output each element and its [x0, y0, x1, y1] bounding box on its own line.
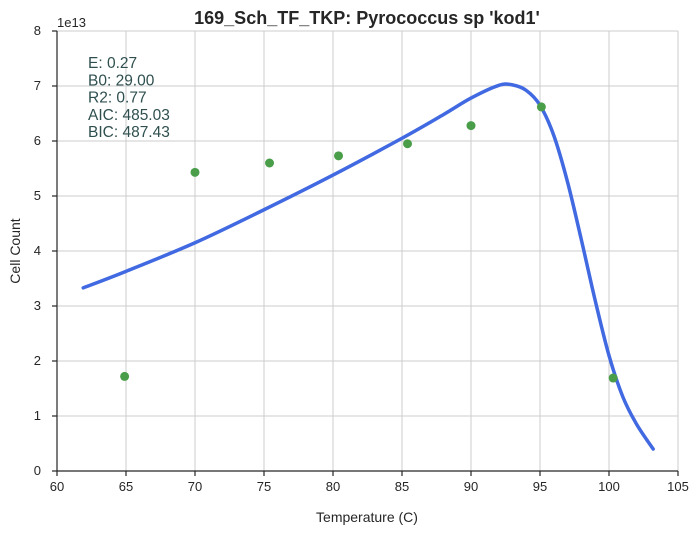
y-tick-label: 8	[34, 23, 41, 38]
annotation-line: E: 0.27	[88, 55, 137, 72]
x-tick-label: 85	[395, 479, 409, 494]
data-point	[536, 102, 546, 112]
y-tick-label: 3	[34, 298, 41, 313]
x-tick-label: 100	[598, 479, 620, 494]
data-points	[120, 102, 618, 383]
x-tick-label: 95	[533, 479, 547, 494]
annotation-line: R2: 0.77	[88, 90, 147, 107]
y-tick-label: 1	[34, 408, 41, 423]
x-axis-label: Temperature (C)	[316, 509, 418, 525]
x-tick-labels: 60 65 70 75 80 85 90 95 100 105	[50, 479, 689, 494]
y-tick-label: 7	[34, 78, 41, 93]
data-point	[190, 167, 200, 177]
y-tick-label: 0	[34, 463, 41, 478]
fit-curve	[81, 82, 655, 451]
data-point	[403, 139, 413, 149]
data-point	[608, 373, 618, 383]
x-tick-label: 80	[326, 479, 340, 494]
chart-title: 169_Sch_TF_TKP: Pyrococcus sp 'kod1'	[194, 8, 540, 28]
y-axis-label: Cell Count	[7, 218, 23, 283]
x-tick-label: 60	[50, 479, 64, 494]
x-tick-label: 90	[464, 479, 478, 494]
y-tick-label: 6	[34, 133, 41, 148]
data-point	[120, 371, 130, 381]
annotation-line: BIC: 487.43	[88, 124, 170, 141]
fit-line	[81, 82, 655, 451]
y-tick-labels: 0 1 2 3 4 5 6 7 8	[34, 23, 41, 478]
data-point	[265, 158, 275, 168]
data-point	[466, 121, 476, 131]
data-point	[334, 151, 344, 161]
x-tick-label: 105	[667, 479, 689, 494]
x-tick-label: 70	[188, 479, 202, 494]
annotation-line: AIC: 485.03	[88, 107, 170, 124]
y-tick-label: 4	[34, 243, 41, 258]
y-tick-label: 2	[34, 353, 41, 368]
y-offset-label: 1e13	[57, 15, 86, 30]
annotation-line: B0: 29.00	[88, 72, 155, 89]
x-tick-label: 75	[257, 479, 271, 494]
x-tick-label: 65	[119, 479, 133, 494]
y-tick-label: 5	[34, 188, 41, 203]
axes	[52, 30, 679, 476]
grid	[57, 30, 679, 471]
